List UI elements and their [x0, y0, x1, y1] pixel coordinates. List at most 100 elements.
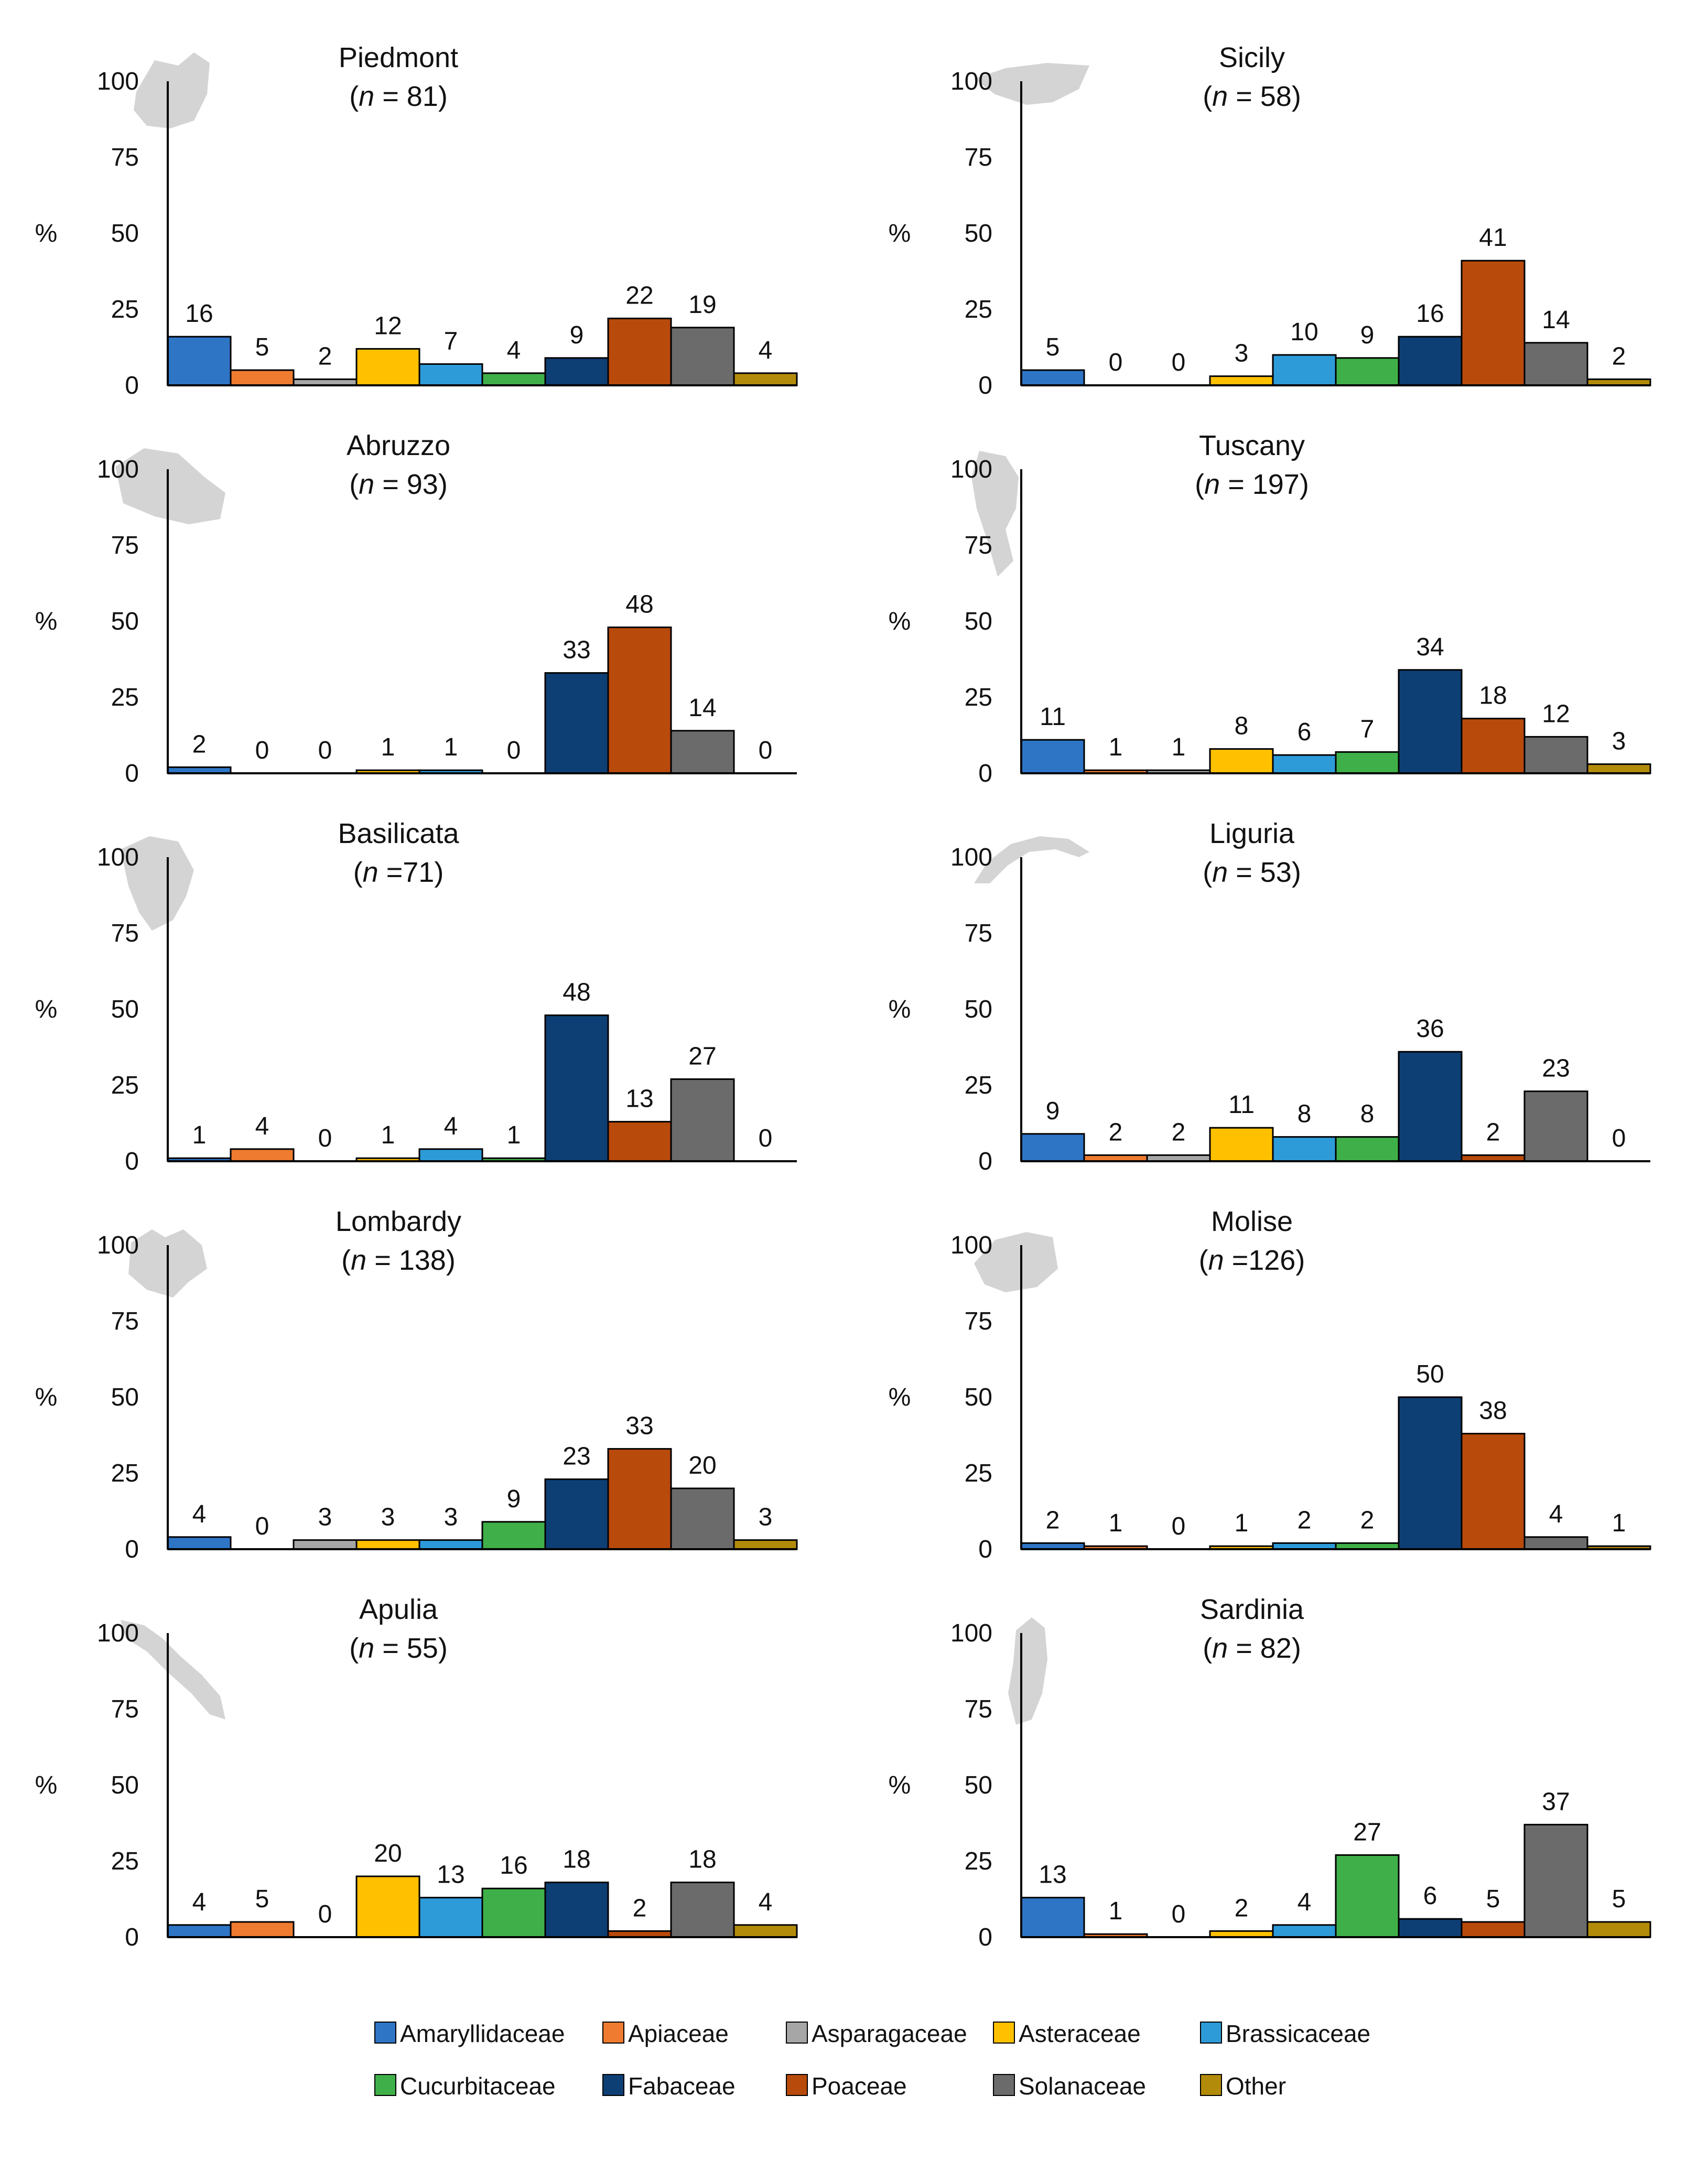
y-tick-label: 25 [111, 684, 139, 711]
y-tick-label: 75 [965, 532, 992, 559]
chart-title: Basilicata [338, 818, 459, 849]
data-label: 11 [1040, 703, 1066, 731]
data-label: 16 [185, 300, 213, 328]
legend-swatch [786, 2074, 808, 2096]
legend-item-other: Other [1200, 2072, 1286, 2100]
y-tick-label: 0 [125, 760, 139, 787]
bar-fabaceae [1398, 1918, 1463, 1938]
data-label: 5 [1046, 333, 1060, 361]
data-label: 1 [1109, 1509, 1123, 1537]
y-tick-label: 50 [965, 1384, 992, 1411]
data-label: 48 [625, 591, 653, 619]
y-tick-label: 100 [950, 456, 992, 483]
chart-title: Molise [1211, 1206, 1293, 1237]
data-label: 48 [563, 979, 590, 1007]
bar-cucurbitaceae [1335, 357, 1400, 386]
data-label: 22 [625, 282, 653, 309]
data-label: 36 [1416, 1015, 1444, 1043]
bar-brassicaceae [1272, 1136, 1337, 1162]
y-tick-label: 50 [111, 608, 139, 635]
y-tick-label: 75 [111, 920, 139, 947]
bar-asteraceae [355, 348, 420, 386]
data-label: 3 [759, 1504, 773, 1531]
chart-title: Apulia [359, 1594, 438, 1625]
data-label: 2 [1235, 1894, 1249, 1922]
region-map-abruzzo [115, 448, 225, 524]
bar-solanaceae [1523, 1823, 1588, 1938]
data-label: 4 [255, 1112, 269, 1140]
data-label: 1 [1109, 733, 1123, 761]
data-label: 50 [1416, 1360, 1444, 1388]
sample-size-label: (n =126) [1199, 1245, 1305, 1276]
data-label: 0 [1612, 1125, 1626, 1152]
data-label: 3 [1235, 340, 1249, 368]
bar-poaceae [1461, 718, 1526, 774]
legend-swatch [374, 2074, 396, 2096]
y-axis-label: % [889, 996, 911, 1023]
chart-title: Liguria [1209, 818, 1295, 849]
bar-amaryllidaceae [1020, 739, 1085, 774]
bar-poaceae [1461, 1433, 1526, 1550]
y-tick-label: 0 [125, 1924, 139, 1951]
bar-brassicaceae [418, 1897, 483, 1938]
data-label: 3 [318, 1504, 332, 1531]
legend-item-apiaceae: Apiaceae [602, 2020, 729, 2047]
data-label: 2 [633, 1894, 647, 1922]
chart-panel-basilicata: 0 25 50 75 100% 1 4 0 1 4 1 48 13 27 0 Basilicata (n =71… [35, 818, 797, 1175]
legend-swatch [993, 2022, 1015, 2044]
chart-title: Tuscany [1199, 430, 1305, 461]
region-map-apulia [121, 1620, 225, 1720]
bar-poaceae [607, 1121, 672, 1162]
data-label: 14 [1542, 306, 1570, 334]
chart-title: Sardinia [1200, 1594, 1304, 1625]
data-label: 19 [688, 291, 716, 319]
data-label: 0 [255, 1512, 269, 1540]
data-label: 9 [507, 1485, 521, 1513]
legend-swatch [993, 2074, 1015, 2096]
y-tick-label: 25 [111, 1072, 139, 1099]
bar-other [733, 1924, 798, 1938]
data-label: 11 [1228, 1091, 1255, 1119]
data-label: 7 [444, 327, 458, 355]
data-label: 12 [1542, 700, 1570, 728]
data-label: 1 [381, 1121, 395, 1149]
data-label: 3 [381, 1504, 395, 1531]
legend-label: Asteraceae [1019, 2020, 1141, 2047]
legend-item-cucurbitaceae: Cucurbitaceae [374, 2072, 556, 2100]
y-tick-label: 0 [125, 1536, 139, 1563]
legend-swatch [374, 2022, 396, 2044]
sample-size-label: (n = 197) [1195, 469, 1309, 500]
data-label: 2 [1612, 342, 1626, 370]
data-label: 5 [1486, 1885, 1500, 1913]
legend-swatch [602, 2022, 624, 2044]
y-tick-label: 100 [950, 1619, 992, 1647]
data-label: 7 [1360, 715, 1375, 743]
data-label: 0 [318, 1900, 332, 1928]
y-tick-label: 75 [111, 1308, 139, 1335]
legend-swatch [602, 2074, 624, 2096]
bar-amaryllidaceae [1020, 369, 1085, 386]
data-label: 5 [255, 333, 269, 361]
data-label: 16 [500, 1852, 527, 1879]
bar-brassicaceae [418, 363, 483, 386]
y-tick-label: 100 [97, 68, 139, 95]
chart-title: Abruzzo [347, 430, 450, 461]
bar-poaceae [607, 626, 672, 774]
bar-solanaceae [1523, 1090, 1588, 1162]
legend-swatch [786, 2022, 808, 2044]
region-map-liguria [974, 836, 1089, 883]
bar-amaryllidaceae [167, 1536, 232, 1550]
legend-label: Apiaceae [628, 2020, 729, 2047]
bar-amaryllidaceae [167, 1924, 232, 1938]
y-tick-label: 100 [950, 844, 992, 871]
legend-label: Brassicaceae [1226, 2020, 1370, 2047]
y-tick-label: 100 [950, 68, 992, 95]
y-tick-label: 0 [978, 1148, 992, 1175]
data-label: 10 [1290, 318, 1318, 346]
data-label: 27 [688, 1042, 716, 1070]
data-label: 4 [759, 337, 773, 364]
data-label: 2 [1046, 1506, 1060, 1534]
data-label: 0 [1109, 349, 1123, 376]
